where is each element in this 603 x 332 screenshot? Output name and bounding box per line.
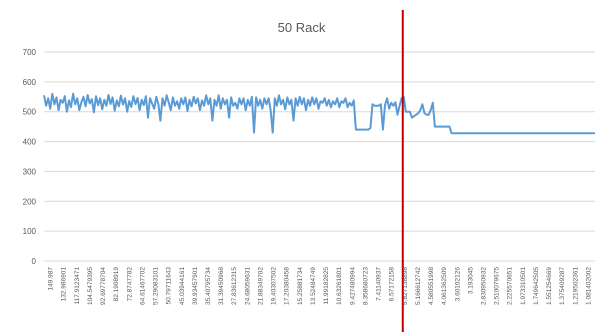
x-tick-label: 31.39450968 — [218, 267, 225, 305]
x-tick-label: 1.081402002 — [585, 267, 592, 305]
chart-title: 50 Rack — [277, 20, 326, 35]
x-tick-label: 64.61467702 — [139, 267, 146, 305]
x-tick-label: 3.193045 — [467, 267, 474, 294]
x-tick-label: 1.551254669 — [546, 267, 553, 305]
x-tick-label: 2.830950932 — [480, 267, 487, 305]
y-tick-label-0: 0 — [32, 257, 37, 266]
y-tick-label-200: 200 — [23, 197, 37, 206]
x-tick-label: 10.63261801 — [336, 267, 343, 305]
x-tick-label: 92.69778704 — [100, 267, 107, 305]
y-tick-label-500: 500 — [23, 108, 37, 117]
x-tick-label: 9.427480994 — [349, 267, 356, 305]
y-tick-label-700: 700 — [23, 48, 37, 57]
x-tick-label: 6.57172158 — [389, 267, 396, 302]
x-tick-label: 24.68059631 — [244, 267, 251, 305]
y-tick-label-100: 100 — [23, 227, 37, 236]
y-tick-label-400: 400 — [23, 138, 37, 147]
x-tick-label: 117.9123471 — [74, 267, 81, 305]
x-tick-label: 1.973310501 — [520, 267, 527, 305]
x-tick-label: 5.827138898 — [402, 267, 409, 305]
x-tick-label: 39.93457901 — [192, 267, 199, 305]
x-tick-label: 72.8747782 — [126, 267, 133, 302]
x-tick-label: 8.358680723 — [362, 267, 369, 305]
x-tick-label: 19.40307502 — [271, 267, 278, 305]
x-tick-label: 5.166612742 — [415, 267, 422, 305]
x-tick-label: 27.83612315 — [231, 267, 238, 305]
x-tick-label: 82.1908919 — [113, 267, 120, 302]
x-tick-label: 13.52484749 — [310, 267, 317, 305]
x-tick-label: 149.987 — [48, 267, 55, 291]
y-tick-label-600: 600 — [23, 78, 37, 87]
x-tick-label: 45.03944161 — [179, 267, 186, 305]
x-tick-label: 7.41140937 — [376, 267, 383, 301]
x-tick-label: 11.99182825 — [323, 267, 330, 305]
x-tick-label: 132.986901 — [61, 267, 68, 302]
x-tick-label: 57.29083101 — [153, 267, 160, 305]
x-tick-label: 15.25881734 — [297, 267, 304, 305]
x-tick-label: 4.580551998 — [428, 267, 435, 305]
x-tick-label: 1.749642505 — [533, 267, 540, 305]
x-tick-label: 4.061362509 — [441, 267, 448, 305]
x-tick-label: 104.5479395 — [87, 267, 94, 305]
x-tick-label: 3.60102126 — [454, 267, 461, 302]
series-line — [43, 92, 595, 135]
y-tick-label-300: 300 — [23, 167, 37, 176]
x-tick-label: 1.375409287 — [559, 267, 566, 305]
x-tick-label: 17.20380458 — [284, 267, 291, 305]
x-tick-label: 2.225570651 — [507, 267, 514, 305]
x-tick-label: 35.40795734 — [205, 267, 212, 305]
x-tick-label: 2.510079675 — [494, 267, 501, 305]
x-tick-label: 50.79711643 — [166, 267, 173, 305]
x-tick-label: 21.88349702 — [257, 267, 264, 305]
x-tick-label: 1.219502361 — [572, 267, 579, 305]
